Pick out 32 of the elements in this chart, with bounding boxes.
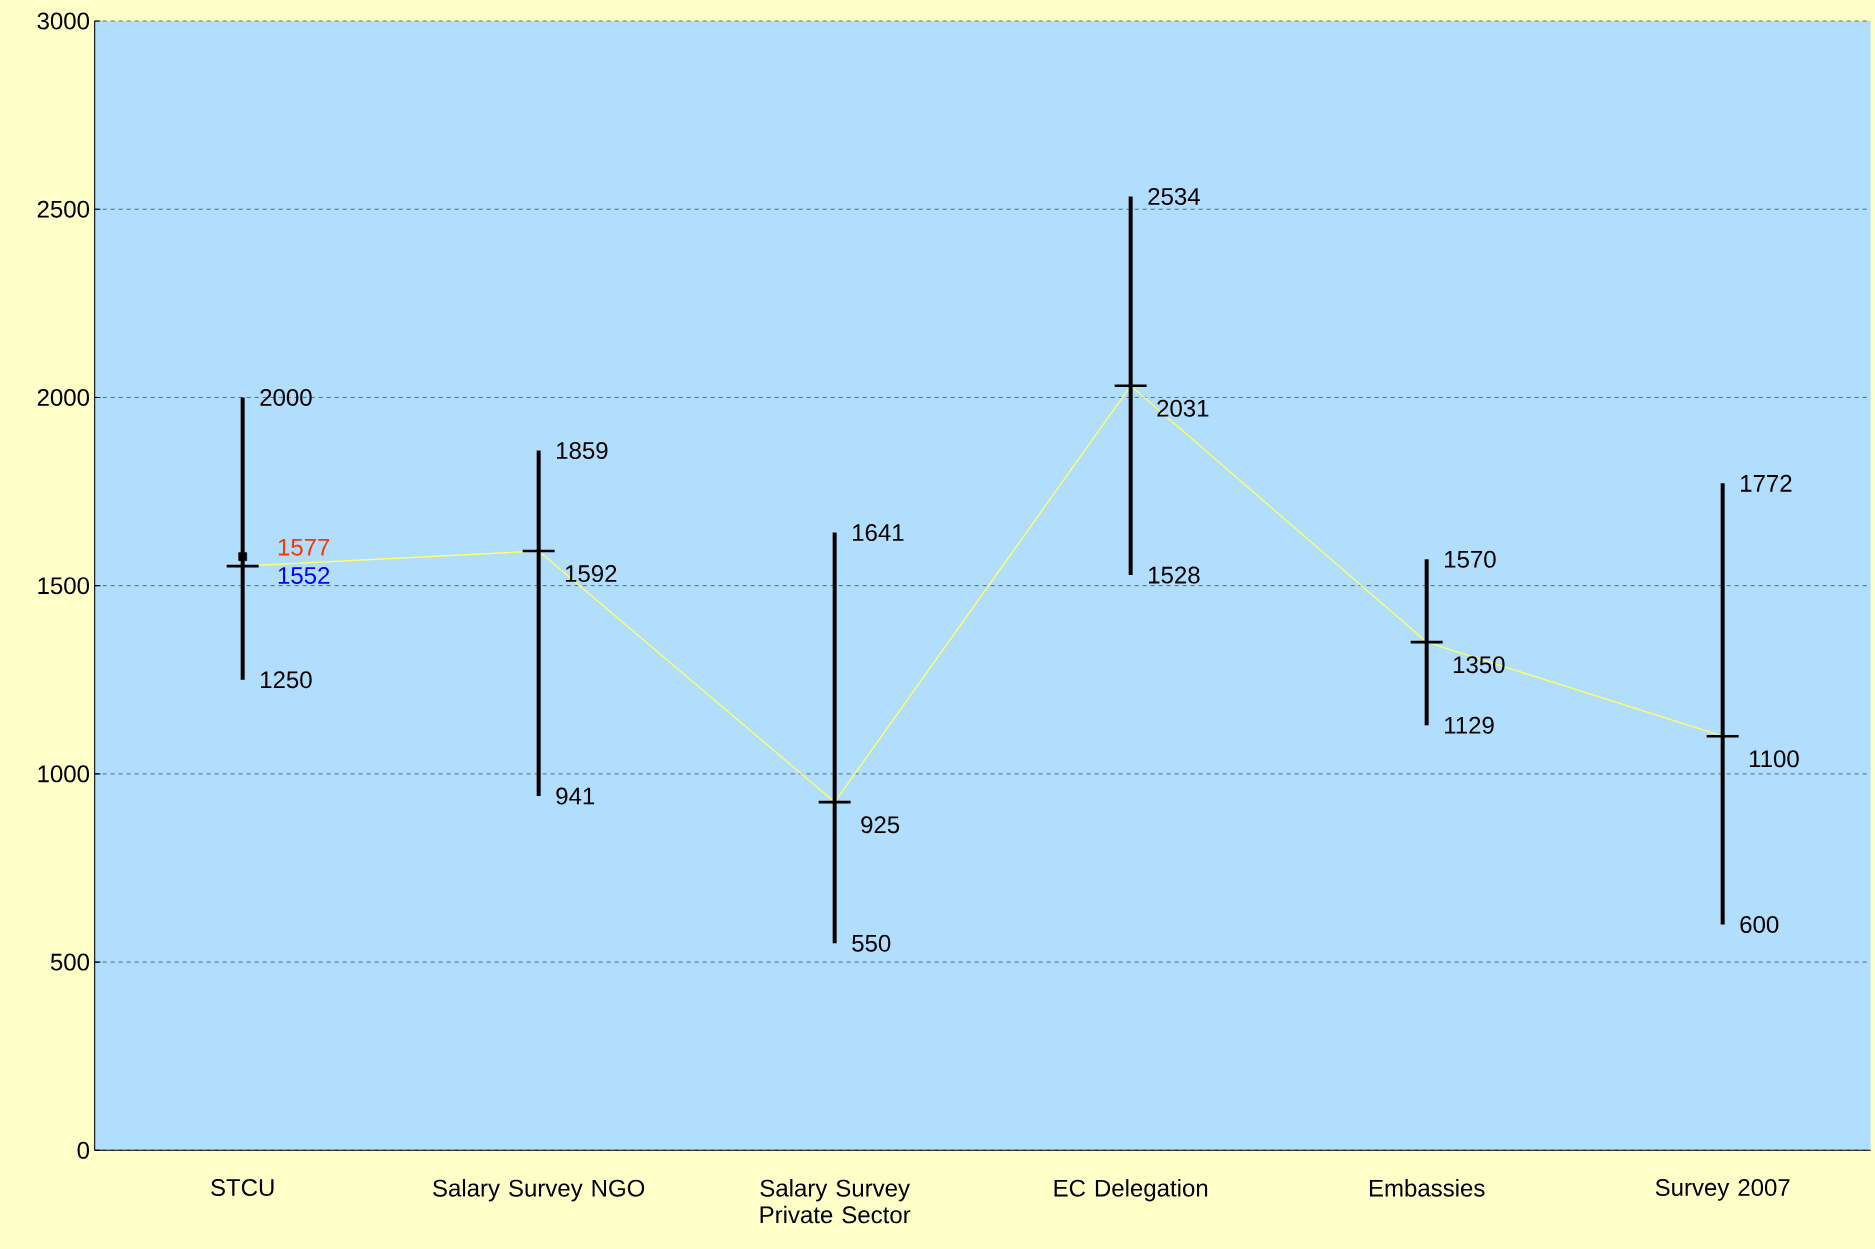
y-tick-label: 3000 — [37, 12, 90, 30]
annotation: 550 — [852, 934, 891, 952]
data-label: 925 — [861, 816, 900, 834]
y-tick-label: 1000 — [38, 765, 90, 783]
y-tick-label: 2000 — [37, 388, 90, 406]
x-tick-label: Salary Survey Private Sector — [760, 1179, 911, 1224]
y-tick-label: 2500 — [37, 200, 90, 218]
data-label: 1100 — [1749, 750, 1799, 768]
annotation: 1528 — [1149, 566, 1200, 584]
annotation: 941 — [556, 787, 595, 805]
annotation: 1641 — [853, 524, 904, 542]
data-label: 1577 — [278, 538, 330, 556]
annotation: 600 — [1740, 915, 1779, 933]
y-tick-label: 0 — [77, 1141, 90, 1159]
x-tick-label: Survey 2007 — [1655, 1179, 1790, 1201]
data-label: 1592 — [565, 565, 617, 583]
y-tick-label: 1500 — [38, 577, 90, 595]
x-tick-label: Embassies — [1369, 1179, 1485, 1197]
x-tick-label: EC Delegation — [1054, 1179, 1208, 1202]
data-label: 1350 — [1453, 656, 1505, 674]
annotation: 1570 — [1445, 550, 1496, 568]
annotation: 1129 — [1445, 716, 1494, 734]
annotation: 1859 — [557, 442, 608, 459]
x-tick-label: STCU — [211, 1179, 274, 1197]
data-label: 2031 — [1157, 399, 1209, 417]
annotation: 1772 — [1741, 474, 1792, 492]
annotation: 2534 — [1148, 187, 1200, 205]
annotation: 2000 — [260, 388, 312, 406]
data-label: 1552 — [278, 566, 330, 584]
y-tick-label: 500 — [50, 953, 90, 971]
x-tick-label: Salary Survey NGO — [433, 1179, 645, 1202]
annotation: 1250 — [261, 671, 312, 689]
